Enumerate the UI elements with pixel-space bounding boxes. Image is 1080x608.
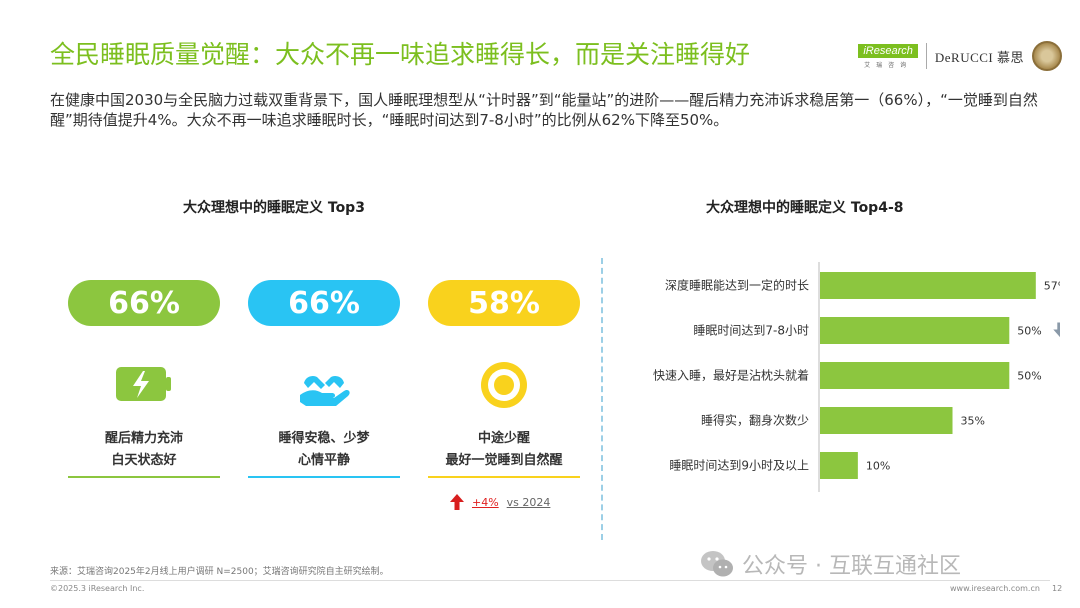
derucci-logo: DeRUCCI 慕思: [934, 49, 1024, 65]
iresearch-logo-text: iResearch: [858, 43, 918, 58]
top3-desc-3: 中途少醒 最好一觉睡到自然醒: [428, 428, 580, 472]
bar: [820, 362, 1010, 389]
sun-ring-icon: [474, 355, 534, 415]
bar-category-label: 睡眠时间达到7-8小时: [693, 324, 809, 338]
seal-logo-icon: [1032, 41, 1062, 71]
bar-category-label: 睡得实，翻身次数少: [701, 413, 809, 428]
top3-desc-2: 睡得安稳、少梦 心情平静: [248, 428, 400, 472]
yoy-change-value: +4%: [472, 495, 499, 509]
logo-group: iResearch 艾瑞咨询 DeRUCCI 慕思: [858, 38, 1062, 74]
bar-value-label: 57%: [1044, 280, 1060, 293]
iresearch-logo-cn: 艾瑞咨询: [864, 61, 913, 69]
top3-desc-1-line1: 醒后精力充沛: [104, 431, 183, 446]
bar-value-label: 50%: [1017, 370, 1041, 383]
top3-desc-3-line2: 最好一觉睡到自然醒: [445, 453, 563, 468]
bar: [820, 407, 953, 434]
bar-category-label: 快速入睡，最好是沾枕头就着: [653, 368, 809, 383]
section-divider: [601, 258, 603, 540]
underline-green: [68, 476, 220, 478]
page-title: 全民睡眠质量觉醒：大众不再一味追求睡得长，而是关注睡得好: [50, 40, 751, 69]
arrow-up-icon: [450, 494, 464, 510]
footer-site: www.iresearch.com.cn: [950, 584, 1040, 593]
battery-charging-icon: [114, 355, 174, 415]
bar-value-label: 10%: [866, 460, 890, 473]
footer-copyright: ©2025.3 iResearch Inc.: [50, 584, 145, 593]
yoy-change-vs: vs 2024: [506, 495, 551, 509]
underline-yellow: [428, 476, 580, 478]
iresearch-logo: iResearch 艾瑞咨询: [858, 43, 918, 69]
bar: [820, 317, 1010, 344]
underline-blue: [248, 476, 400, 478]
top3-desc-1: 醒后精力充沛 白天状态好: [68, 428, 220, 472]
yoy-change: +4% vs 2024: [450, 494, 550, 510]
footer-source: 来源：艾瑞咨询2025年2月线上用户调研 N=2500；艾瑞咨询研究院自主研究绘…: [50, 567, 389, 577]
bar-value-label: 35%: [961, 415, 985, 428]
arrow-down-icon: [1053, 322, 1060, 338]
hand-care-icon: [294, 355, 354, 415]
bar-category-label: 深度睡眠能达到一定的时长: [665, 278, 809, 293]
footer-divider: [50, 580, 1050, 581]
top3-section-title: 大众理想中的睡眠定义 Top3: [183, 200, 365, 216]
top3-desc-3-line1: 中途少醒: [477, 431, 530, 446]
bar: [820, 272, 1036, 299]
bar-category-label: 睡眠时间达到9小时及以上: [669, 459, 809, 473]
top3-desc-2-line2: 心情平静: [297, 453, 350, 468]
stat-pill-3: 58%: [428, 280, 580, 326]
bar-chart: 深度睡眠能达到一定的时长57%睡眠时间达到7-8小时50%-12%快速入睡，最好…: [653, 262, 1060, 492]
top3-desc-1-line2: 白天状态好: [111, 453, 177, 468]
stat-pill-1: 66%: [68, 280, 220, 326]
chart-title: 大众理想中的睡眠定义 Top4-8: [706, 200, 904, 216]
stat-pill-2: 66%: [248, 280, 400, 326]
bar-value-label: 50%: [1017, 325, 1041, 338]
wechat-icon: [701, 551, 733, 577]
page-subtitle: 在健康中国2030与全民脑力过载双重背景下，国人睡眠理想型从“计时器”到“能量站…: [50, 91, 1038, 129]
top3-desc-2-line1: 睡得安稳、少梦: [278, 431, 370, 446]
watermark-text: 公众号 · 互联互通社区: [742, 554, 961, 579]
logo-divider: [925, 43, 927, 69]
bar: [820, 452, 858, 479]
page-number: 12: [1052, 584, 1063, 593]
watermark: 公众号 · 互联互通社区: [700, 548, 961, 580]
